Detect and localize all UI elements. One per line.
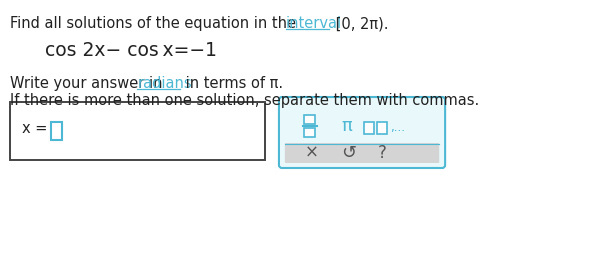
Text: x =: x = — [22, 120, 52, 135]
FancyBboxPatch shape — [304, 115, 314, 124]
Text: radians: radians — [138, 76, 192, 91]
Text: interval: interval — [286, 16, 342, 31]
Text: ×: × — [305, 144, 319, 162]
Text: in terms of π.: in terms of π. — [181, 76, 283, 91]
Text: π: π — [341, 117, 352, 135]
Text: [0, 2π).: [0, 2π). — [331, 16, 389, 31]
Text: ↺: ↺ — [341, 144, 356, 162]
Text: ,...: ,... — [390, 120, 405, 133]
FancyBboxPatch shape — [377, 122, 387, 134]
Text: If there is more than one solution, separate them with commas.: If there is more than one solution, sepa… — [10, 93, 479, 108]
Text: cos 2x− cos x=−1: cos 2x− cos x=−1 — [44, 41, 217, 60]
FancyBboxPatch shape — [364, 122, 374, 134]
FancyBboxPatch shape — [279, 97, 445, 168]
FancyBboxPatch shape — [304, 128, 314, 137]
Text: Find all solutions of the equation in the: Find all solutions of the equation in th… — [10, 16, 300, 31]
Text: Write your answer in: Write your answer in — [10, 76, 167, 91]
FancyBboxPatch shape — [10, 102, 265, 160]
Text: ?: ? — [378, 144, 387, 162]
FancyBboxPatch shape — [52, 122, 63, 140]
FancyBboxPatch shape — [285, 143, 439, 163]
